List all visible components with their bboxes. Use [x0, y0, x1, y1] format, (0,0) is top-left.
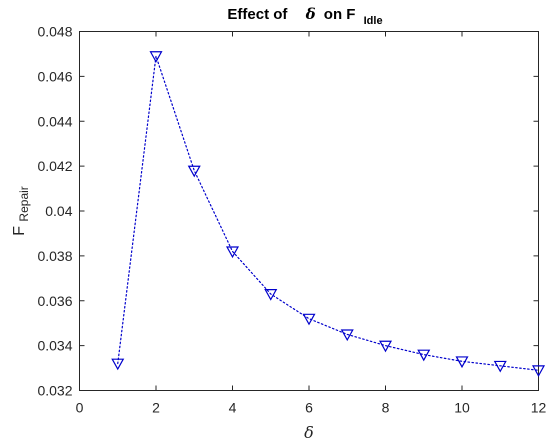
data-point-marker — [340, 329, 354, 342]
y-tick-label: 0.038 — [37, 248, 72, 264]
x-tick-label: 6 — [305, 400, 313, 416]
title-subscript: Idle — [364, 15, 383, 27]
data-point-marker — [149, 51, 163, 63]
data-point-marker — [264, 289, 278, 301]
y-axis-label: F Repair — [11, 186, 31, 236]
y-tick-label: 0.046 — [37, 68, 72, 84]
y-tick-label: 0.04 — [45, 203, 72, 219]
y-axis: 0.032 0.034 0.036 0.038 0.04 0.042 0.044 0.046 0… — [37, 24, 539, 399]
x-tick-label: 12 — [531, 400, 547, 416]
data-point-marker — [417, 349, 431, 362]
data-point-marker — [455, 356, 469, 369]
x-tick-label: 10 — [454, 400, 470, 416]
data-point-marker — [531, 365, 546, 378]
y-axis-label-main: F — [11, 226, 28, 236]
data-point-marker — [378, 340, 393, 353]
x-tick-label: 0 — [76, 400, 84, 416]
y-axis-label-subscript: Repair — [17, 186, 31, 221]
y-tick-label: 0.048 — [37, 24, 72, 40]
x-axis: 0 2 4 6 8 10 12 — [76, 31, 547, 416]
x-tick-label: 8 — [382, 400, 390, 416]
data-point-marker — [187, 165, 201, 178]
chart-title: Effect of δ on F Idle — [227, 5, 382, 27]
data-point-marker — [493, 360, 507, 373]
title-middle: on F — [324, 6, 356, 23]
x-tick-label: 4 — [229, 400, 237, 416]
series-line — [117, 55, 540, 371]
data-point-marker — [111, 358, 125, 371]
data-point-marker — [225, 246, 240, 259]
data-point-marker — [302, 313, 316, 326]
plot-area — [79, 31, 539, 391]
x-tick-label: 2 — [152, 400, 160, 416]
y-tick-label: 0.044 — [37, 113, 72, 129]
title-prefix: Effect of — [227, 6, 288, 23]
y-tick-label: 0.036 — [37, 293, 72, 309]
x-axis-label: δ — [304, 423, 314, 442]
y-tick-label: 0.034 — [37, 338, 72, 354]
y-tick-label: 0.032 — [37, 383, 72, 399]
series-layer — [111, 51, 546, 378]
y-tick-label: 0.042 — [37, 158, 72, 174]
title-delta-symbol: δ — [305, 5, 316, 23]
